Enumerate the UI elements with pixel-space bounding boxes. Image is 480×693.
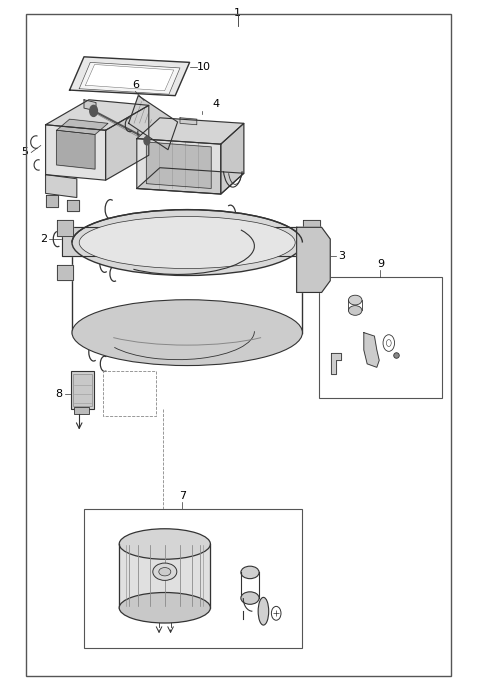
Polygon shape xyxy=(79,62,180,94)
Polygon shape xyxy=(106,105,149,180)
Polygon shape xyxy=(46,125,106,180)
Circle shape xyxy=(144,137,150,145)
Polygon shape xyxy=(84,100,96,111)
Circle shape xyxy=(90,105,97,116)
Polygon shape xyxy=(46,195,58,207)
Text: 2: 2 xyxy=(40,234,47,244)
Ellipse shape xyxy=(119,593,210,623)
Text: 4: 4 xyxy=(213,100,219,109)
Text: 1: 1 xyxy=(234,8,241,18)
Polygon shape xyxy=(129,96,178,150)
Text: 7: 7 xyxy=(179,491,186,501)
Text: 10: 10 xyxy=(197,62,211,71)
Ellipse shape xyxy=(241,592,259,604)
Ellipse shape xyxy=(79,216,295,269)
Polygon shape xyxy=(85,64,174,91)
Ellipse shape xyxy=(159,568,171,576)
Text: 8: 8 xyxy=(55,389,62,398)
Polygon shape xyxy=(297,227,330,292)
Polygon shape xyxy=(331,353,341,374)
Ellipse shape xyxy=(348,295,362,305)
Polygon shape xyxy=(221,123,244,194)
Bar xyxy=(319,277,442,398)
Bar xyxy=(84,509,302,648)
Polygon shape xyxy=(137,168,244,194)
Polygon shape xyxy=(57,220,73,236)
Ellipse shape xyxy=(241,566,259,579)
Polygon shape xyxy=(57,130,95,169)
Polygon shape xyxy=(57,119,108,134)
Polygon shape xyxy=(119,544,210,608)
Polygon shape xyxy=(57,265,73,280)
Polygon shape xyxy=(364,333,379,367)
Polygon shape xyxy=(180,118,197,125)
Ellipse shape xyxy=(72,299,302,366)
Text: 5: 5 xyxy=(21,148,28,157)
Polygon shape xyxy=(46,100,149,130)
Polygon shape xyxy=(62,227,312,256)
Ellipse shape xyxy=(348,306,362,315)
Ellipse shape xyxy=(119,529,210,559)
Bar xyxy=(74,407,89,414)
Bar xyxy=(26,14,451,676)
Polygon shape xyxy=(146,142,211,188)
Bar xyxy=(71,371,94,409)
Polygon shape xyxy=(137,118,244,144)
Ellipse shape xyxy=(153,563,177,581)
Ellipse shape xyxy=(72,209,302,276)
Text: 6: 6 xyxy=(132,80,139,90)
Polygon shape xyxy=(46,175,77,198)
Bar xyxy=(73,374,92,406)
Text: 9: 9 xyxy=(377,259,384,269)
Polygon shape xyxy=(303,265,320,280)
Polygon shape xyxy=(303,220,320,236)
Text: 3: 3 xyxy=(338,252,346,261)
Ellipse shape xyxy=(258,597,269,625)
Polygon shape xyxy=(67,200,79,211)
Polygon shape xyxy=(137,139,221,194)
Polygon shape xyxy=(70,57,190,96)
